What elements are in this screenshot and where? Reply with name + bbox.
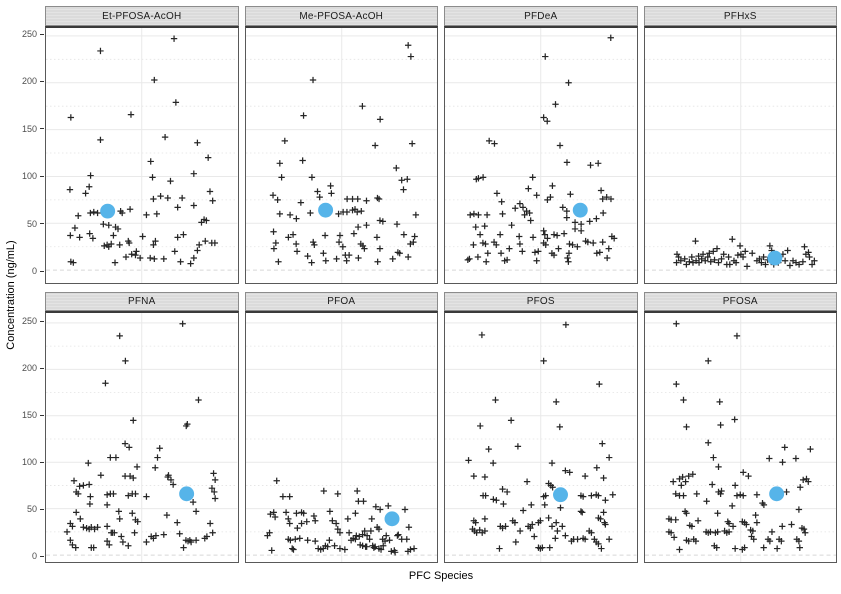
y-tick-label: 250 bbox=[21, 29, 37, 39]
grid-major bbox=[245, 28, 437, 283]
facet-panel-pfhxs bbox=[643, 26, 837, 284]
grid-major bbox=[46, 28, 238, 283]
y-tick-label: 150 bbox=[21, 410, 37, 420]
facet-strip-pfna: PFNA bbox=[45, 292, 239, 311]
grid-major bbox=[46, 313, 238, 562]
x-axis-title: PFC Species bbox=[408, 570, 474, 582]
data-point-markers bbox=[66, 35, 219, 267]
mean-circle-marker bbox=[317, 202, 333, 218]
facet-strip-et-pfosa-acoh: Et-PFOSA-AcOH bbox=[45, 6, 239, 26]
data-point-markers bbox=[665, 320, 814, 553]
facet-strip-me-pfosa-acoh: Me-PFOSA-AcOH bbox=[244, 6, 438, 26]
y-tick-mark bbox=[40, 414, 44, 416]
facet-strip-row-2: PFNA PFOA PFOS PFOSA bbox=[45, 292, 837, 311]
scatter-plot-canvas bbox=[445, 313, 637, 562]
facet-strip-pfoa: PFOA bbox=[244, 292, 438, 311]
mean-circle-marker bbox=[100, 203, 116, 219]
y-tick-label: 200 bbox=[21, 363, 37, 373]
facet-panel-pfna bbox=[45, 311, 239, 563]
y-axis-title: Concentration (ng/mL) bbox=[5, 240, 17, 350]
facet-strip-label: PFNA bbox=[128, 296, 156, 307]
scatter-plot-canvas bbox=[644, 28, 836, 283]
y-tick-mark bbox=[40, 223, 44, 225]
facet-panel-row-2 bbox=[45, 311, 837, 563]
facet-strip-label: PFDeA bbox=[524, 10, 558, 22]
facet-strip-pfdea: PFDeA bbox=[444, 6, 638, 26]
scatter-plot-canvas bbox=[46, 28, 238, 283]
facet-strip-label: PFHxS bbox=[723, 10, 757, 22]
scatter-plot-canvas bbox=[245, 313, 437, 562]
facet-strip-label: PFOS bbox=[526, 296, 555, 307]
y-tick-mark bbox=[40, 367, 44, 369]
data-point-markers bbox=[465, 321, 616, 552]
facet-strip-label: PFOA bbox=[327, 296, 356, 307]
y-tick-mark bbox=[40, 461, 44, 463]
facet-strip-pfhxs: PFHxS bbox=[643, 6, 837, 26]
y-tick-mark bbox=[40, 175, 44, 177]
facet-panel-pfosa bbox=[643, 311, 837, 563]
scatter-plot-canvas bbox=[46, 313, 238, 562]
facet-panel-pfos bbox=[444, 311, 638, 563]
grid-major bbox=[644, 313, 836, 562]
grid-major bbox=[644, 28, 836, 283]
scatter-plot-canvas bbox=[445, 28, 637, 283]
mean-circle-marker bbox=[553, 487, 568, 503]
data-point-markers bbox=[63, 320, 219, 551]
y-tick-mark bbox=[40, 128, 44, 130]
grid-major bbox=[445, 28, 637, 283]
y-tick-mark bbox=[40, 320, 44, 322]
y-tick-mark bbox=[40, 80, 44, 82]
facet-strip-pfos: PFOS bbox=[444, 292, 638, 311]
facet-strip-label: Me-PFOSA-AcOH bbox=[299, 10, 384, 22]
facet-panel-et-pfosa-acoh bbox=[45, 26, 239, 284]
y-tick-label: 200 bbox=[21, 76, 37, 87]
scatter-plot-canvas bbox=[644, 313, 836, 562]
y-tick-label: 0 bbox=[31, 551, 37, 561]
y-tick-mark bbox=[40, 555, 44, 557]
mean-circle-marker bbox=[384, 511, 399, 527]
y-tick-label: 50 bbox=[26, 504, 37, 514]
y-tick-label: 250 bbox=[21, 316, 37, 326]
facet-panel-pfoa bbox=[244, 311, 438, 563]
data-point-markers bbox=[269, 42, 419, 266]
scatter-plot-canvas bbox=[245, 28, 437, 283]
mean-circle-marker bbox=[768, 486, 784, 502]
y-tick-mark bbox=[40, 508, 44, 510]
mean-circle-marker bbox=[766, 250, 782, 266]
data-point-markers bbox=[672, 236, 818, 270]
facet-panel-row-1 bbox=[45, 26, 837, 284]
y-tick-label: 50 bbox=[26, 218, 37, 229]
grid-major bbox=[445, 313, 637, 562]
facet-panel-pfdea bbox=[444, 26, 638, 284]
facet-strip-pfosa: PFOSA bbox=[643, 292, 837, 311]
y-tick-label: 0 bbox=[31, 266, 37, 276]
data-point-markers bbox=[464, 34, 618, 265]
y-tick-mark bbox=[40, 33, 44, 35]
grid-major bbox=[245, 313, 437, 562]
y-tick-label: 100 bbox=[21, 457, 37, 467]
data-point-markers bbox=[263, 477, 417, 556]
y-tick-label: 100 bbox=[21, 171, 37, 182]
y-tick-mark bbox=[40, 270, 44, 272]
facet-strip-row-1: Et-PFOSA-AcOH Me-PFOSA-AcOH PFDeA PFHxS bbox=[45, 6, 837, 26]
facet-panel-me-pfosa-acoh bbox=[244, 26, 438, 284]
mean-circle-marker bbox=[179, 486, 195, 502]
facet-strip-label: PFOSA bbox=[722, 296, 758, 307]
facet-strip-label: Et-PFOSA-AcOH bbox=[102, 10, 182, 22]
mean-circle-marker bbox=[572, 202, 588, 218]
y-tick-label: 150 bbox=[21, 123, 37, 134]
